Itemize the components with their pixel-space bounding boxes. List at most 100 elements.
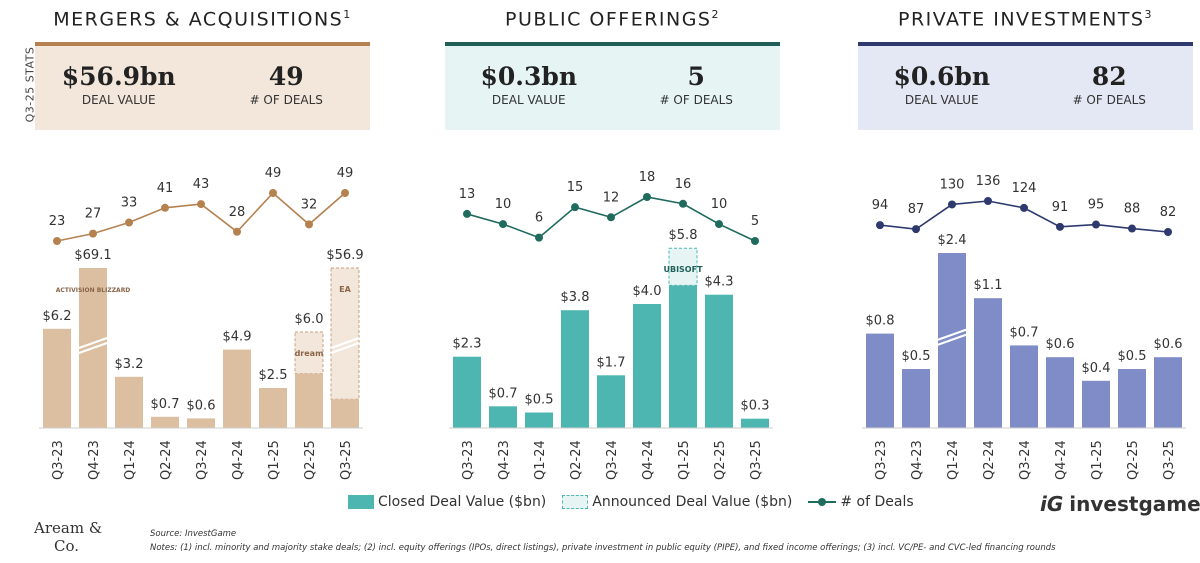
deals-label: 49 — [337, 166, 354, 181]
closed-bar — [597, 375, 625, 428]
closed-bar — [1010, 345, 1038, 428]
x-tick-label: Q4-23 — [87, 440, 102, 480]
chart-ma: $6.2 Q3-23 ACTIVISION BLIZZARD $69.1 Q4-23 $3… — [39, 166, 364, 480]
panel-title-po: PUBLIC OFFERINGS2 — [504, 8, 720, 31]
closed-swatch — [348, 495, 374, 509]
bar-value-label: $6.2 — [43, 309, 72, 324]
deal-count-label: # OF DEALS — [1072, 93, 1146, 107]
footnotes: Source: InvestGame Notes: (1) incl. minor… — [150, 527, 1056, 555]
company-logo: dream — [295, 349, 324, 358]
closed-bar — [525, 412, 553, 428]
bar-value-label: $69.1 — [74, 248, 111, 263]
panel-title-ma: MERGERS & ACQUISITIONS1 — [53, 8, 352, 31]
deal-value-label: DEAL VALUE — [904, 93, 979, 107]
deals-label: 28 — [229, 205, 246, 220]
x-tick-label: Q2-24 — [569, 440, 584, 480]
closed-bar — [561, 310, 589, 428]
bar-value-label: $6.0 — [295, 312, 324, 327]
closed-bar — [259, 388, 287, 428]
axis-break-mark — [330, 337, 360, 354]
deals-label: 13 — [459, 187, 476, 202]
closed-bar — [633, 304, 661, 428]
deals-label: 94 — [872, 198, 889, 213]
deals-point — [1092, 220, 1100, 229]
x-tick-label: Q3-25 — [749, 440, 764, 480]
deals-label: 136 — [976, 174, 1001, 189]
investgame-logo: iG investgame — [1040, 492, 1200, 516]
deals-label: 91 — [1052, 200, 1069, 215]
bar-value-label: $2.3 — [453, 337, 482, 352]
x-tick-label: Q3-24 — [605, 440, 620, 480]
deal-value-label: DEAL VALUE — [491, 93, 566, 107]
x-tick-label: Q2-25 — [1126, 440, 1141, 480]
bar-value-label: $1.1 — [974, 278, 1003, 293]
bar-value-label: $4.3 — [705, 275, 734, 290]
chart-po: $2.3 Q3-23 $0.7 Q4-23 $0.5 Q1-24 $3.8 Q2-24 $1.7… — [449, 170, 773, 480]
bar-value-label: $4.9 — [223, 330, 252, 345]
x-tick-label: Q4-24 — [231, 440, 246, 480]
deals-label: 88 — [1124, 202, 1141, 217]
bar-value-label: $0.5 — [1118, 349, 1147, 364]
deals-point — [643, 193, 651, 201]
bar-value-label: $2.4 — [938, 233, 967, 248]
deal-count: 5 — [687, 62, 705, 91]
closed-bar — [151, 416, 179, 428]
x-tick-label: Q4-23 — [910, 440, 925, 480]
bar-value-label: $5.8 — [669, 228, 698, 243]
deals-label: 49 — [265, 166, 282, 181]
stats-box-pi: $0.6bn DEAL VALUE 82 # OF DEALS — [858, 42, 1193, 130]
closed-bar — [902, 369, 930, 428]
bar-value-label: $2.5 — [259, 368, 288, 383]
deals-point — [679, 199, 687, 208]
x-tick-label: Q1-24 — [123, 440, 138, 480]
deals-point — [948, 200, 956, 209]
deals-label: 32 — [301, 197, 318, 212]
closed-bar — [1154, 357, 1182, 428]
x-tick-label: Q3-24 — [1018, 440, 1033, 480]
closed-bar — [705, 294, 733, 428]
x-tick-label: Q1-25 — [677, 440, 692, 480]
deals-label: 15 — [567, 180, 584, 195]
deals-point — [269, 189, 277, 197]
deal-value-label: DEAL VALUE — [81, 93, 156, 107]
x-tick-label: Q3-23 — [461, 440, 476, 480]
bar-value-label: $0.4 — [1082, 361, 1111, 376]
bar-value-label: $0.3 — [741, 399, 770, 414]
bar-value-label: $0.6 — [1154, 337, 1183, 352]
closed-bar — [741, 418, 769, 428]
deals-label: 124 — [1012, 181, 1037, 196]
bar-value-label: $3.8 — [561, 290, 590, 305]
x-tick-label: Q3-25 — [339, 440, 354, 480]
deals-point — [463, 209, 471, 218]
legend-closed: Closed Deal Value ($bn) — [378, 494, 547, 510]
deals-point — [1020, 203, 1028, 212]
closed-bar — [115, 376, 143, 428]
deals-point — [197, 200, 205, 209]
stats-box-po: $0.3bn DEAL VALUE 5 # OF DEALS — [445, 42, 780, 130]
announced-bar — [330, 267, 360, 400]
bar-value-label: $1.7 — [597, 355, 626, 370]
aream-co-logo: Aream & Co. — [34, 519, 103, 555]
deals-label: 41 — [157, 181, 174, 196]
x-tick-label: Q2-24 — [982, 440, 997, 480]
closed-bar — [489, 406, 517, 428]
deals-point — [341, 189, 349, 197]
deal-count: 82 — [1091, 62, 1127, 91]
x-tick-label: Q3-23 — [874, 440, 889, 480]
bar-value-label: $4.0 — [633, 284, 662, 299]
deals-point — [305, 220, 313, 229]
legend-announced: Announced Deal Value ($bn) — [592, 494, 793, 510]
closed-bar — [669, 285, 697, 428]
deals-label: 130 — [940, 177, 965, 192]
bar-value-label: $0.5 — [525, 393, 554, 408]
deals-point — [53, 237, 61, 245]
x-tick-label: Q3-23 — [51, 440, 66, 480]
announced-swatch — [562, 495, 589, 509]
deal-value: $56.9bn — [61, 62, 176, 91]
deals-point — [233, 227, 241, 236]
deals-label: 23 — [49, 214, 66, 229]
axis-break-mark — [937, 328, 967, 346]
deals-point — [1128, 224, 1136, 233]
deals-point — [125, 218, 133, 227]
closed-bar — [1118, 369, 1146, 428]
